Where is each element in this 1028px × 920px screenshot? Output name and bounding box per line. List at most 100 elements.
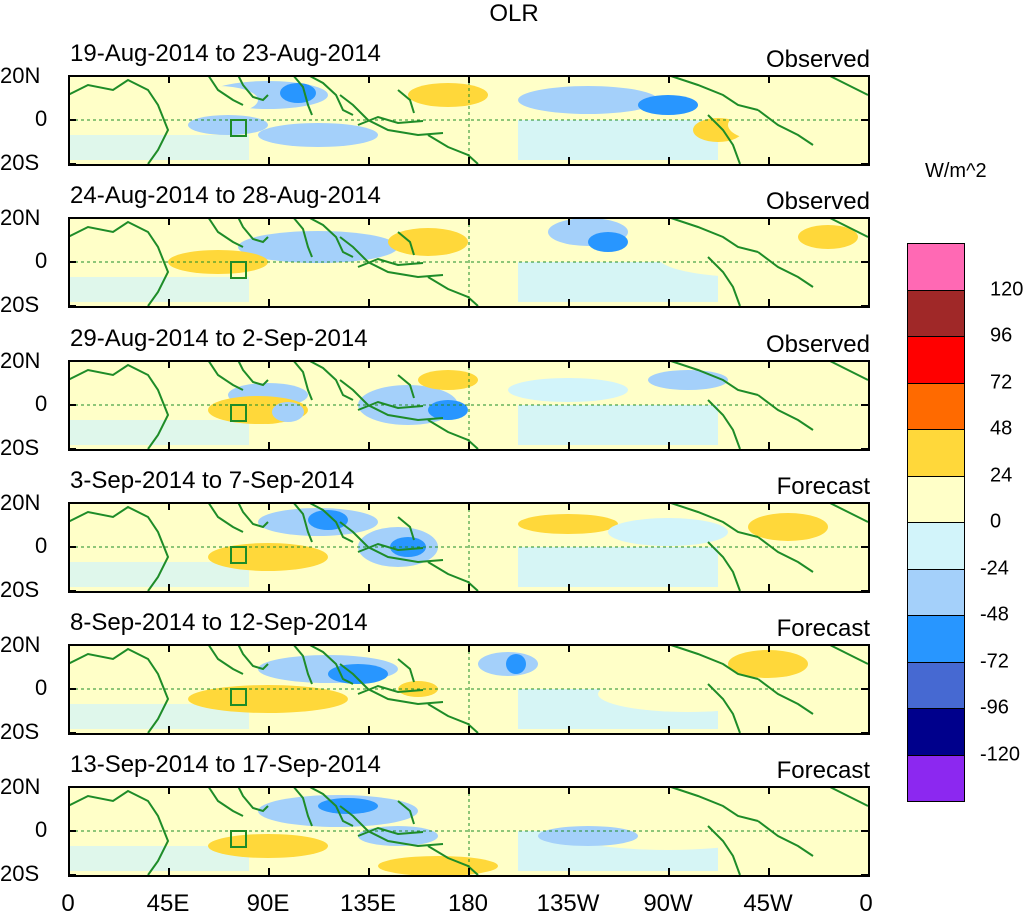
coastline: [237, 360, 269, 387]
coastline: [757, 394, 814, 431]
panel-type-label: Forecast: [776, 615, 870, 642]
coastline: [207, 360, 244, 391]
coastline: [427, 703, 479, 734]
anomaly-contour: [178, 86, 258, 114]
colorbar-label: -96: [980, 696, 1009, 719]
colorbar-swatch: [907, 709, 965, 756]
coastline: [757, 109, 814, 146]
map-plot-area: [68, 75, 870, 166]
colorbar-swatch: [907, 662, 965, 709]
lat-label-20s: 20S: [0, 577, 40, 602]
panel-date-range: 29-Aug-2014 to 2-Sep-2014: [70, 325, 368, 352]
coastline: [339, 663, 444, 706]
lat-label-0: 0: [35, 248, 48, 273]
coastline: [237, 217, 269, 244]
lon-label: 90E: [246, 890, 290, 917]
lon-label: 180: [447, 890, 489, 917]
coastline: [397, 374, 415, 399]
panel-date-range: 13-Sep-2014 to 17-Sep-2014: [70, 751, 381, 778]
coastline: [237, 786, 269, 813]
colorbar-label: 120: [990, 278, 1024, 300]
coastline: [292, 360, 313, 401]
coastline: [339, 94, 444, 137]
map-panel-2: 24-Aug-2014 to 28-Aug-2014 Observed 20N …: [0, 182, 1028, 324]
anomaly-contour: [506, 654, 526, 674]
anomaly-contour: [428, 400, 468, 420]
map-plot-area: [68, 217, 870, 308]
coastline: [237, 502, 269, 529]
colorbar-swatch: [907, 383, 965, 430]
anomaly-region: [518, 547, 718, 587]
panel-type-label: Observed: [765, 46, 870, 73]
coastline: [827, 75, 869, 96]
lon-label: 0: [859, 890, 873, 917]
anomaly-contour: [272, 402, 304, 422]
colorbar-label: -72: [980, 650, 1009, 672]
lon-label: 0: [61, 890, 75, 917]
panel-type-label: Observed: [765, 331, 870, 358]
coastline: [307, 502, 354, 543]
coastline: [292, 786, 313, 827]
lat-label-20n: 20N: [0, 63, 41, 88]
coastline: [339, 521, 444, 564]
coastline: [707, 683, 741, 734]
coastline: [292, 644, 313, 685]
anomaly-contour: [538, 826, 638, 846]
coastline: [339, 379, 444, 422]
coastline: [207, 786, 244, 817]
coastline: [207, 217, 244, 248]
anomaly-contour: [648, 370, 728, 390]
coastline: [397, 800, 415, 825]
coastline: [427, 561, 479, 592]
lat-label-20s: 20S: [0, 719, 40, 744]
anomaly-contour: [658, 237, 838, 277]
map-panel-5: 8-Sep-2014 to 12-Sep-2014 Forecast 20N 0…: [0, 609, 1028, 751]
anomaly-contour: [608, 518, 728, 546]
coastline: [827, 786, 869, 807]
lat-label-20n: 20N: [0, 348, 41, 373]
anomaly-contour: [388, 228, 468, 256]
anomaly-contour: [188, 685, 348, 713]
coastline: [427, 276, 479, 307]
anomaly-contour: [748, 366, 848, 394]
anomaly-contour: [508, 378, 628, 402]
colorbar-swatch: [907, 476, 965, 523]
colorbar-label: -24: [980, 557, 1009, 579]
coastline: [397, 658, 415, 683]
coastline: [207, 502, 244, 533]
lat-label-20s: 20S: [0, 150, 40, 175]
anomaly-contour: [188, 115, 268, 135]
anomaly-contour: [258, 123, 378, 147]
coastline: [827, 217, 869, 238]
coastline: [207, 644, 244, 675]
anomaly-region: [518, 405, 718, 445]
panel-date-range: 3-Sep-2014 to 7-Sep-2014: [70, 467, 355, 494]
anomaly-contour: [280, 83, 316, 103]
coastline: [307, 644, 354, 685]
coastline: [827, 360, 869, 381]
lon-label: 90W: [643, 890, 693, 917]
map-panel-1: 19-Aug-2014 to 23-Aug-2014 Observed 20N …: [0, 40, 1028, 182]
map-panel-6: 13-Sep-2014 to 17-Sep-2014 Forecast 20N …: [0, 751, 1028, 893]
coastline: [307, 75, 354, 116]
coastline: [307, 360, 354, 401]
anomaly-region: [518, 120, 718, 160]
panel-type-label: Observed: [765, 188, 870, 215]
coastline: [757, 536, 814, 573]
coastline: [667, 502, 759, 538]
coastline: [667, 786, 759, 822]
colorbar-swatch: [907, 523, 965, 570]
map-plot-area: [68, 786, 870, 877]
anomaly-contour: [208, 834, 328, 858]
lon-label: 135W: [536, 890, 600, 917]
lat-label-0: 0: [35, 106, 48, 131]
colorbar-label: 48: [990, 417, 1013, 440]
coastline: [237, 644, 269, 671]
coastline: [68, 647, 170, 734]
coastline: [68, 78, 170, 165]
coastline: [397, 231, 415, 256]
coastline: [397, 89, 415, 114]
colorbar-swatch: [907, 616, 965, 663]
anomaly-contour: [308, 510, 348, 530]
coastline: [292, 75, 313, 116]
